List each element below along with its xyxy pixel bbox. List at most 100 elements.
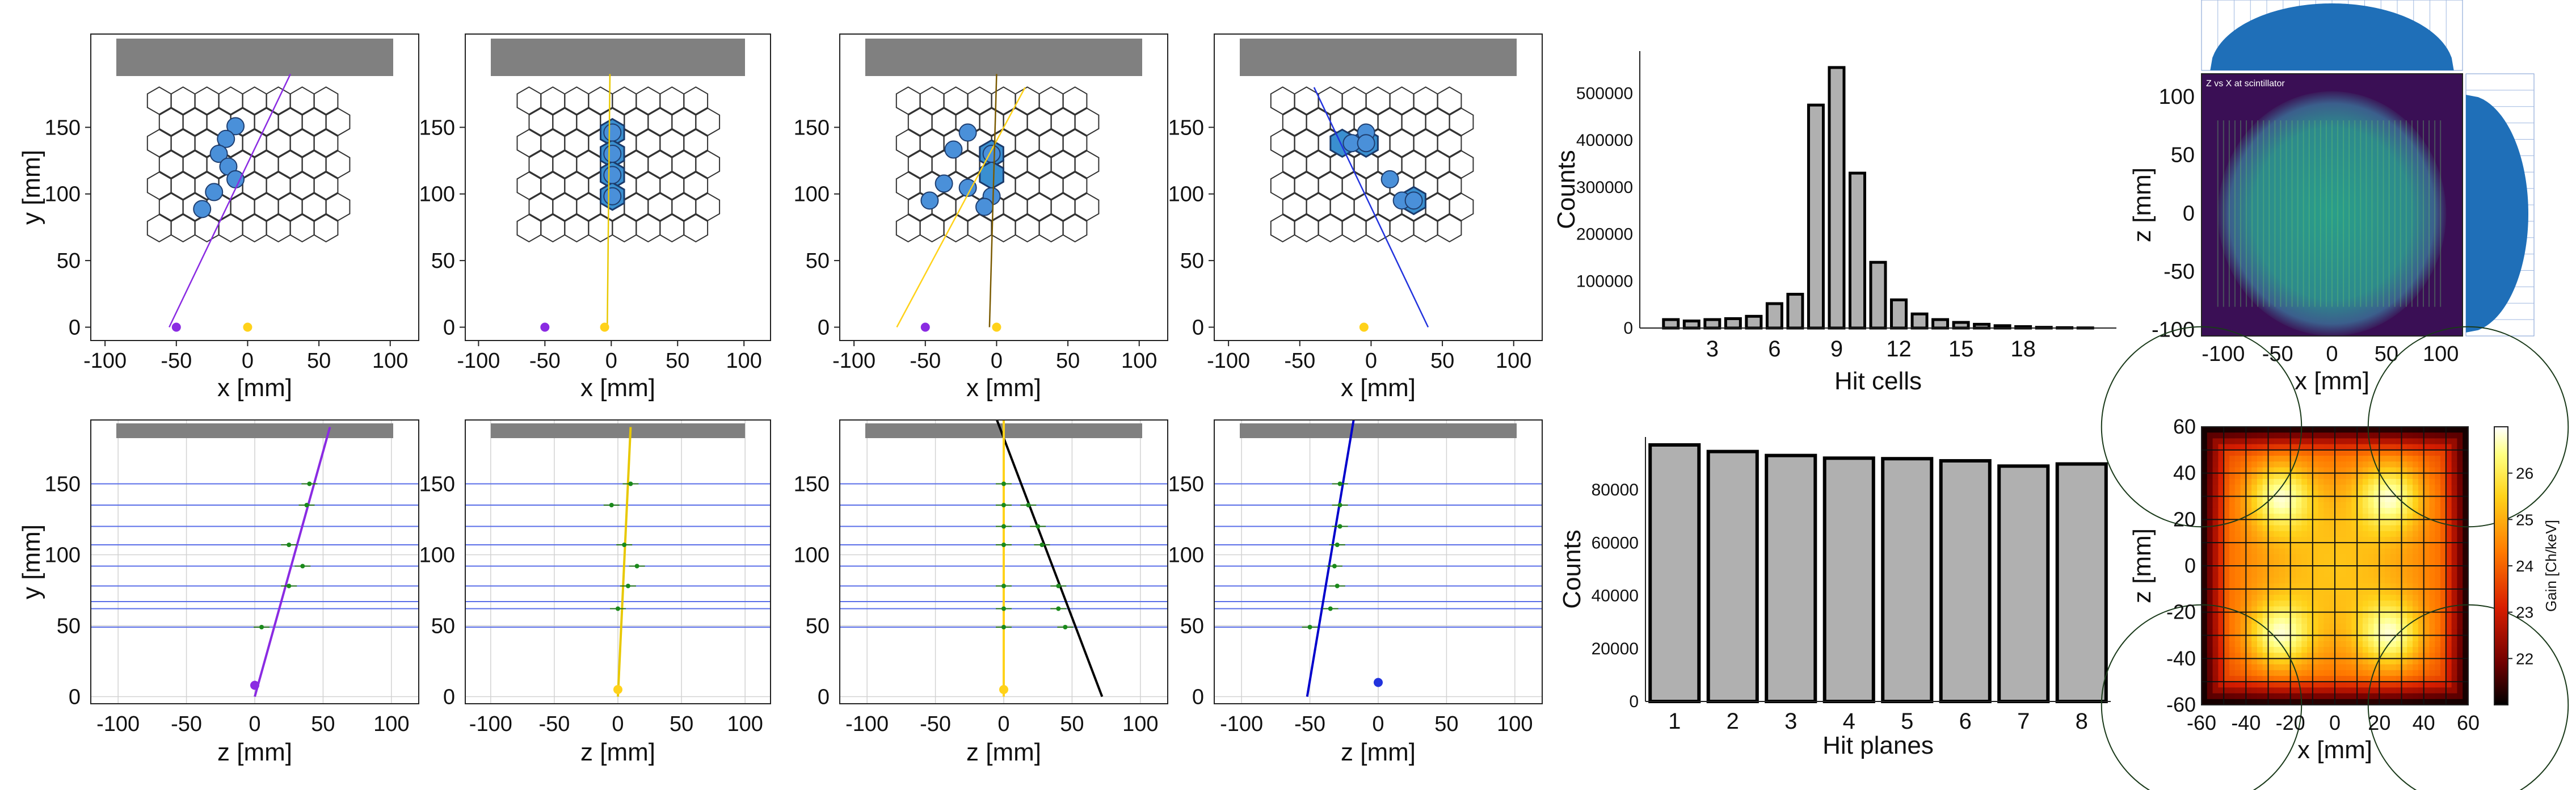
gain-pixel: [2390, 449, 2397, 456]
gain-pixel: [2296, 461, 2302, 468]
gain-pixel: [2340, 682, 2347, 688]
gain-pixel: [2463, 507, 2469, 514]
gain-pixel: [2301, 572, 2308, 578]
hex-cell: [1062, 129, 1088, 158]
x-tick-label: 3: [1706, 337, 1719, 362]
gain-pixel: [2457, 543, 2463, 549]
gain-pixel: [2246, 664, 2252, 671]
gain-pixel: [2457, 531, 2463, 537]
gain-pixel: [2351, 566, 2358, 572]
x-tick-label: 3: [1784, 709, 1797, 734]
gain-pixel: [2257, 675, 2263, 682]
gain-pixel: [2212, 548, 2219, 555]
gain-pixel: [2229, 670, 2236, 676]
gain-pixel: [2445, 577, 2452, 584]
gain-pixel: [2284, 641, 2291, 648]
gain-pixel: [2346, 519, 2352, 526]
hit-point: [1307, 625, 1312, 629]
gain-pixel: [2262, 427, 2269, 433]
gain-pixel: [2324, 635, 2330, 642]
gain-pixel: [2257, 473, 2263, 480]
gain-pixel: [2207, 519, 2213, 526]
gain-pixel: [2246, 572, 2252, 578]
gain-pixel: [2451, 629, 2458, 636]
gain-pixel: [2379, 456, 2385, 462]
gain-pixel: [2351, 617, 2358, 624]
gain-pixel: [2396, 519, 2402, 526]
gain-pixel: [2279, 449, 2285, 456]
hex-cell: [683, 129, 709, 158]
gain-pixel: [2274, 629, 2280, 636]
gain-pixel: [2301, 675, 2308, 682]
gain-pixel: [2435, 456, 2441, 462]
gain-pixel: [2435, 572, 2441, 578]
gain-pixel: [2257, 560, 2263, 566]
hit-point: [622, 543, 627, 547]
gain-pixel: [2312, 536, 2319, 543]
gain-pixel: [2463, 566, 2469, 572]
gain-pixel: [2262, 629, 2269, 636]
gain-pixel: [2274, 699, 2280, 705]
gain-pixel: [2368, 682, 2375, 688]
gain-pixel: [2423, 473, 2430, 480]
gain-pixel: [2463, 606, 2469, 613]
gain-pixel: [2251, 687, 2258, 694]
gain-pixel: [2423, 682, 2430, 688]
hex-cell: [1074, 107, 1100, 136]
gain-pixel: [2396, 514, 2402, 520]
gain-pixel: [2362, 427, 2369, 433]
gain-pixel: [2413, 438, 2419, 445]
gain-pixel: [2445, 514, 2452, 520]
gain-pixel: [2457, 507, 2463, 514]
gain-pixel: [2335, 675, 2341, 682]
gain-pixel: [2234, 496, 2241, 503]
gain-pixel: [2207, 624, 2213, 630]
gain-pixel: [2396, 560, 2402, 566]
gain-pixel: [2401, 461, 2407, 468]
gain-pixel: [2373, 646, 2380, 653]
gain-pixel: [2212, 595, 2219, 601]
gain-pixel: [2229, 687, 2236, 694]
gain-pixel: [2274, 432, 2280, 439]
gain-pixel: [2301, 699, 2308, 705]
gain-pixel: [2401, 595, 2407, 601]
y-tick-label: 50: [806, 249, 830, 273]
gain-pixel: [2234, 635, 2241, 642]
gain-pixel: [2346, 485, 2352, 491]
gain-pixel: [2274, 566, 2280, 572]
gain-pixel: [2340, 675, 2347, 682]
gain-pixel: [2440, 438, 2447, 445]
gain-pixel: [2279, 629, 2285, 636]
gain-pixel: [2207, 629, 2213, 636]
gain-pixel: [2257, 531, 2263, 537]
gain-pixel: [2373, 531, 2380, 537]
gain-pixel: [2429, 427, 2435, 433]
gain-pixel: [2390, 461, 2397, 468]
gain-pixel: [2346, 473, 2352, 480]
gain-pixel: [2445, 606, 2452, 613]
gain-pixel: [2218, 629, 2224, 636]
gain-pixel: [2368, 543, 2375, 549]
gain-pixel: [2463, 687, 2469, 694]
gain-pixel: [2324, 507, 2330, 514]
gain-pixel: [2279, 514, 2285, 520]
gain-pixel: [2240, 629, 2246, 636]
gain-pixel: [2429, 519, 2435, 526]
gain-pixel: [2401, 675, 2407, 682]
gain-pixel: [2340, 641, 2347, 648]
gain-pixel: [2268, 653, 2274, 659]
gain-pixel: [2207, 548, 2213, 555]
x-tick-label: 50: [1430, 349, 1454, 373]
gain-pixel: [2413, 653, 2419, 659]
gain-pixel: [2385, 682, 2391, 688]
hit-point: [1335, 583, 1340, 589]
gain-pixel: [2212, 670, 2219, 676]
gain-pixel: [2324, 653, 2330, 659]
gain-pixel: [2262, 583, 2269, 590]
gain-pixel: [2445, 531, 2452, 537]
gain-pixel: [2435, 589, 2441, 595]
y-axis-label: Counts: [1558, 530, 1586, 608]
gain-pixel: [2463, 624, 2469, 630]
gain-pixel: [2240, 617, 2246, 624]
